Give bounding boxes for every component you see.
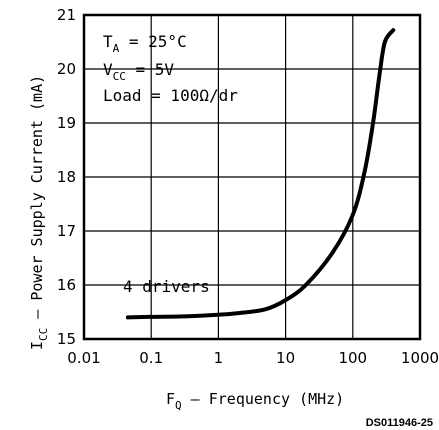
x-tick-label: 0.01 xyxy=(67,349,100,367)
grid xyxy=(84,15,420,339)
annotation-vcc: VCC = 5V xyxy=(103,60,174,83)
x-tick-label: 1 xyxy=(214,349,224,367)
y-tick-label: 17 xyxy=(57,222,76,240)
y-tick-label: 21 xyxy=(57,6,76,24)
plot-frame xyxy=(82,13,422,341)
annotation-drivers: 4 drivers xyxy=(123,277,210,296)
y-tick-labels: 15 16 17 18 19 20 21 xyxy=(57,6,76,348)
y-axis-title: ICC – Power Supply Current (mA) xyxy=(28,75,50,350)
y-tick-label: 20 xyxy=(57,60,76,78)
series-line xyxy=(125,28,396,320)
x-tick-label: 1000 xyxy=(401,349,439,367)
x-axis-title: FQ – Frequency (MHz) xyxy=(166,390,344,412)
annotation-ta: TA = 25°C xyxy=(103,32,187,55)
annotation-load: Load = 100Ω/dr xyxy=(103,86,238,105)
y-tick-label: 16 xyxy=(57,276,76,294)
y-tick-label: 15 xyxy=(57,330,76,348)
x-tick-label: 10 xyxy=(276,349,295,367)
y-tick-label: 18 xyxy=(57,168,76,186)
x-tick-label: 100 xyxy=(338,349,367,367)
y-tick-label: 19 xyxy=(57,114,76,132)
x-tick-labels: 0.01 0.1 1 10 100 1000 xyxy=(67,349,439,367)
x-tick-label: 0.1 xyxy=(139,349,163,367)
legend-box: TA = 25°C VCC = 5V Load = 100Ω/dr xyxy=(103,32,238,105)
figure-id: DS011946-25 xyxy=(366,417,433,429)
